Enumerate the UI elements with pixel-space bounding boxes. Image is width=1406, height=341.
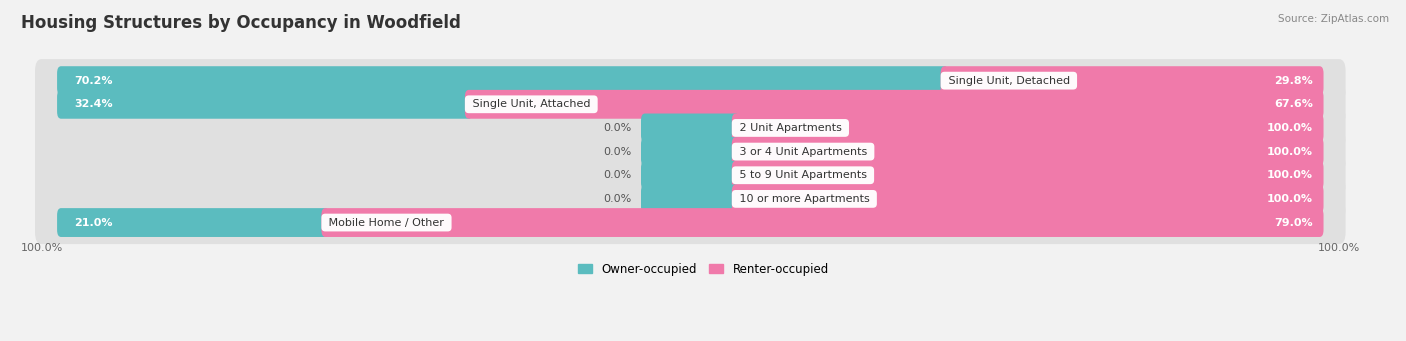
FancyBboxPatch shape [35,177,1346,220]
FancyBboxPatch shape [35,130,1346,173]
FancyBboxPatch shape [58,66,949,95]
Text: Mobile Home / Other: Mobile Home / Other [325,218,447,227]
FancyBboxPatch shape [35,154,1346,197]
Text: 5 to 9 Unit Apartments: 5 to 9 Unit Apartments [735,170,870,180]
Text: Housing Structures by Occupancy in Woodfield: Housing Structures by Occupancy in Woodf… [21,14,461,32]
FancyBboxPatch shape [35,83,1346,126]
FancyBboxPatch shape [941,66,1323,95]
Text: 0.0%: 0.0% [603,123,631,133]
Text: Single Unit, Detached: Single Unit, Detached [945,76,1073,86]
Text: 100.0%: 100.0% [1267,123,1313,133]
Text: 67.6%: 67.6% [1274,99,1313,109]
FancyBboxPatch shape [733,161,1323,190]
FancyBboxPatch shape [35,59,1346,102]
FancyBboxPatch shape [733,184,1323,213]
Text: 10 or more Apartments: 10 or more Apartments [735,194,873,204]
Text: 0.0%: 0.0% [603,170,631,180]
FancyBboxPatch shape [641,137,740,166]
FancyBboxPatch shape [322,208,1323,237]
Text: Single Unit, Attached: Single Unit, Attached [468,99,593,109]
Text: 70.2%: 70.2% [75,76,112,86]
Text: 0.0%: 0.0% [603,194,631,204]
Text: 29.8%: 29.8% [1274,76,1313,86]
FancyBboxPatch shape [733,137,1323,166]
FancyBboxPatch shape [733,114,1323,143]
Text: 100.0%: 100.0% [1267,194,1313,204]
Text: 21.0%: 21.0% [75,218,112,227]
Text: 100.0%: 100.0% [1267,170,1313,180]
FancyBboxPatch shape [641,184,740,213]
Legend: Owner-occupied, Renter-occupied: Owner-occupied, Renter-occupied [574,258,834,280]
Text: 3 or 4 Unit Apartments: 3 or 4 Unit Apartments [735,147,870,157]
FancyBboxPatch shape [35,201,1346,244]
Text: 2 Unit Apartments: 2 Unit Apartments [735,123,845,133]
FancyBboxPatch shape [641,161,740,190]
Text: Source: ZipAtlas.com: Source: ZipAtlas.com [1278,14,1389,24]
FancyBboxPatch shape [58,208,329,237]
Text: 0.0%: 0.0% [603,147,631,157]
Text: 32.4%: 32.4% [75,99,112,109]
FancyBboxPatch shape [641,114,740,143]
Text: 79.0%: 79.0% [1274,218,1313,227]
Text: 100.0%: 100.0% [1267,147,1313,157]
FancyBboxPatch shape [465,90,1323,119]
FancyBboxPatch shape [58,90,472,119]
FancyBboxPatch shape [35,106,1346,149]
